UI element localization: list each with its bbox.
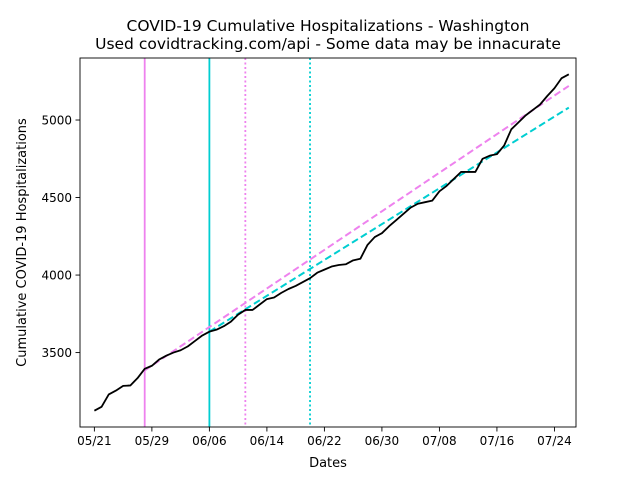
- chart-subtitle: Used covidtracking.com/api - Some data m…: [95, 35, 561, 53]
- y-tick-label: 3500: [41, 346, 72, 360]
- plot-area: [93, 58, 570, 427]
- chart-title: COVID-19 Cumulative Hospitalizations - W…: [127, 17, 530, 35]
- x-tick-label: 05/29: [135, 434, 170, 448]
- x-tick-label: 06/30: [365, 434, 400, 448]
- x-tick-label: 07/08: [422, 434, 457, 448]
- x-tick-label: 06/22: [307, 434, 342, 448]
- y-tick-label: 4500: [41, 191, 72, 205]
- x-tick-label: 05/21: [77, 434, 112, 448]
- x-tick-label: 06/14: [250, 434, 285, 448]
- y-axis-label: Cumulative COVID-19 Hospitalizations: [15, 118, 30, 367]
- x-axis-label: Dates: [309, 456, 347, 471]
- y-tick-label: 5000: [41, 113, 72, 127]
- axes-frame: [79, 57, 577, 428]
- y-axis: 3500 4000 4500 5000: [41, 113, 80, 360]
- trend-line-1: [144, 85, 570, 372]
- x-tick-label: 07/16: [480, 434, 515, 448]
- y-tick-label: 4000: [41, 268, 72, 282]
- x-axis: 05/21 05/29 06/06 06/14 06/22 06/30 07/08 07/16…: [77, 427, 572, 448]
- x-tick-label: 07/24: [537, 434, 572, 448]
- trend-line-2: [208, 106, 570, 333]
- x-tick-label: 06/06: [192, 434, 227, 448]
- data-line-actual: [93, 73, 570, 412]
